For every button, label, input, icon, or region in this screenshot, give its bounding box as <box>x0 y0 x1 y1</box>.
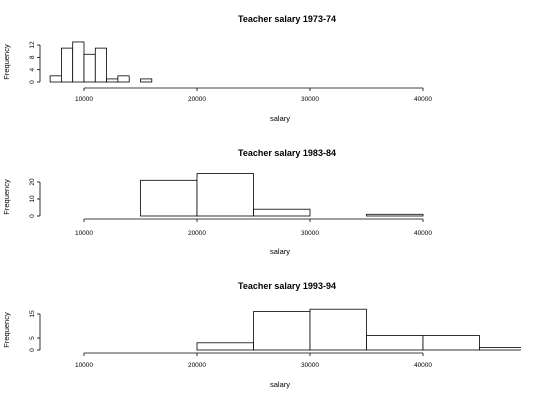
histogram-bar <box>94 47 108 83</box>
x-tick-label: 30000 <box>301 230 319 237</box>
histogram-bar <box>196 342 254 351</box>
x-axis-title: salary <box>270 247 290 256</box>
x-axis-title: salary <box>270 114 290 123</box>
histogram-bar <box>196 173 254 217</box>
x-tick-label: 10000 <box>75 96 93 103</box>
bars <box>49 41 153 83</box>
histogram-bar <box>422 335 480 351</box>
histogram-bar <box>366 213 424 217</box>
histogram-bar <box>253 208 311 217</box>
x-tick-label: 20000 <box>188 230 206 237</box>
histogram-bar <box>83 53 96 83</box>
y-tick-label: 4 <box>29 67 36 71</box>
y-axis-title: Frequency <box>2 312 11 348</box>
y-tick-label: 15 <box>29 310 36 318</box>
bars <box>140 173 424 217</box>
histogram-bar <box>253 311 311 351</box>
panel-3: Teacher salary 1993-94 10000 20000 30000 400… <box>2 281 521 389</box>
y-tick-label: 12 <box>29 41 36 49</box>
x-tick-label: 30000 <box>301 362 319 369</box>
y-tick-label: 0 <box>29 214 36 218</box>
y-axis-title: Frequency <box>2 44 11 80</box>
y-tick-label: 20 <box>29 178 36 186</box>
histogram-bar <box>140 179 198 217</box>
y-tick-label: 8 <box>29 55 36 59</box>
histogram-bar <box>479 347 521 351</box>
histogram-bar <box>72 41 85 83</box>
x-tick-label: 10000 <box>75 230 93 237</box>
y-tick-label: 0 <box>29 80 36 84</box>
histogram-bar <box>366 335 424 351</box>
histogram-bar <box>309 308 367 351</box>
histogram-bar <box>61 47 74 83</box>
histogram-bar <box>106 78 119 83</box>
x-tick-label: 40000 <box>414 362 432 369</box>
y-tick-label: 5 <box>29 336 36 340</box>
chart-title: Teacher salary 1993-94 <box>238 281 336 291</box>
chart-title: Teacher salary 1973-74 <box>238 14 336 24</box>
y-tick-label: 10 <box>29 195 36 203</box>
x-axis-title: salary <box>270 380 290 389</box>
x-tick-label: 20000 <box>188 96 206 103</box>
y-tick-label: 0 <box>29 348 36 352</box>
histogram-bar <box>117 75 130 83</box>
bars <box>196 308 521 351</box>
chart-title: Teacher salary 1983-84 <box>238 148 336 158</box>
panel-2: Teacher salary 1983-84 10000 20000 30000 400… <box>2 148 432 256</box>
y-axis-title: Frequency <box>2 179 11 215</box>
histogram-bar <box>49 75 62 83</box>
x-tick-label: 20000 <box>188 362 206 369</box>
histogram-bar <box>140 78 153 83</box>
panel-1: Teacher salary 1973-74 10000 20000 30000 400… <box>2 14 432 123</box>
x-tick-label: 40000 <box>414 230 432 237</box>
x-tick-label: 30000 <box>301 96 319 103</box>
x-tick-label: 40000 <box>414 96 432 103</box>
x-tick-label: 10000 <box>75 362 93 369</box>
